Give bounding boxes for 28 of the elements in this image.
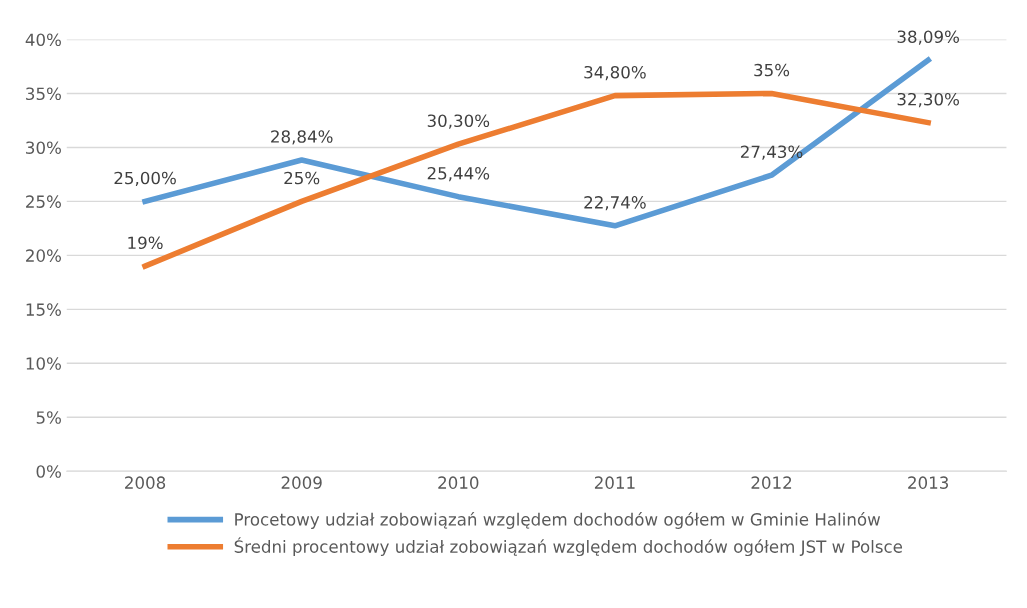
x-tick-label: 2008 — [125, 476, 166, 489]
x-tick-label: 2010 — [438, 476, 479, 489]
y-tick-label: 40% — [25, 33, 61, 47]
y-tick-label: 10% — [26, 357, 61, 370]
data-label: 25,44% — [427, 166, 490, 182]
y-tick-label: 30% — [26, 141, 61, 155]
data-label: 30,30% — [427, 114, 490, 129]
data-label: 32,30% — [897, 92, 960, 108]
data-label: 28,84% — [271, 130, 333, 145]
data-label: 34,80% — [584, 65, 646, 81]
x-tick-label: 2013 — [908, 476, 949, 489]
y-tick-label: 25% — [26, 195, 61, 208]
y-tick-label: 0% — [36, 465, 61, 478]
y-tick-label: 35% — [26, 87, 61, 101]
data-label: 25% — [284, 171, 320, 185]
y-tick-label: 20% — [26, 249, 61, 262]
legend-label: Procetowy udział zobowiązań względem dochodów ogółem w Gminie Halinów — [235, 512, 881, 529]
data-label: 38,09% — [897, 30, 960, 45]
y-tick-label: 5% — [36, 411, 61, 424]
data-label: 22,74% — [584, 196, 646, 211]
x-tick-label: 2009 — [281, 476, 322, 489]
legend-label: Średni procentowy udział zobowiązań względem dochodów ogółem JST w Polsce — [234, 537, 903, 557]
data-label: 25,00% — [114, 171, 176, 186]
x-tick-label: 2012 — [751, 476, 792, 489]
data-label: 35% — [754, 63, 790, 77]
y-tick-label: 15% — [26, 303, 61, 316]
x-tick-label: 2011 — [594, 476, 635, 489]
data-label: 19% — [128, 236, 163, 250]
